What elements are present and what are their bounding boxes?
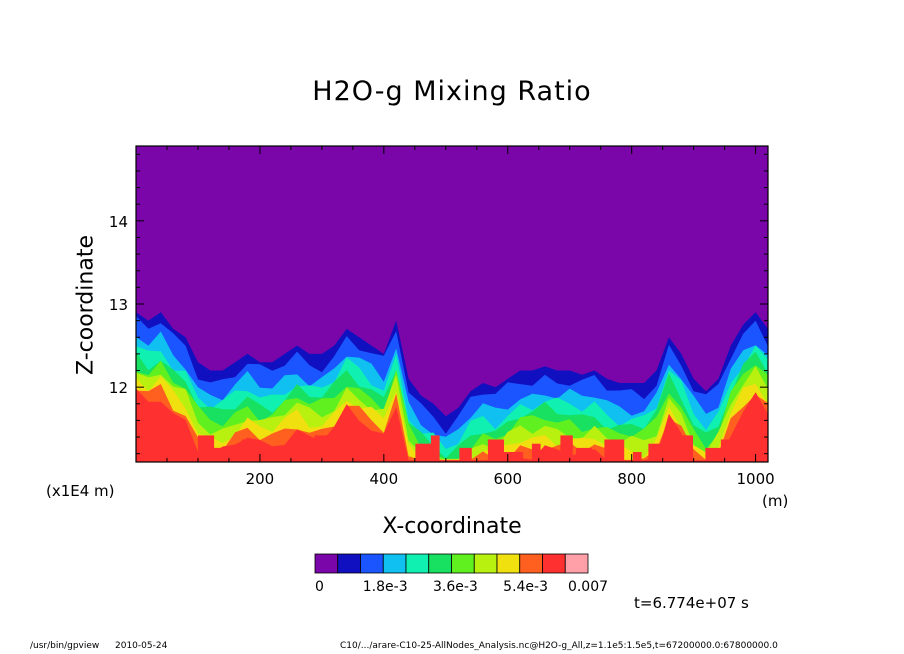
colorbar-swatch [314, 553, 339, 574]
time-annotation: t=6.774e+07 s [634, 594, 749, 612]
contour-cell [415, 443, 436, 462]
contour-cell [560, 435, 573, 462]
colorbar-tick-label: 0.007 [568, 579, 608, 595]
colorbar: 0 1.8e-3 3.6e-3 5.4e-3 0.007 [314, 553, 608, 595]
contour-cell [314, 435, 335, 462]
contour-cell [632, 452, 642, 462]
contour-cell [487, 439, 504, 462]
contour-cell [386, 452, 403, 462]
colorbar-swatch [337, 553, 361, 574]
colorbar-swatch [519, 553, 543, 574]
colorbar-swatch [473, 553, 498, 574]
contour-cell [213, 447, 234, 462]
colorbar-swatch [382, 553, 407, 574]
contour-cell [342, 447, 352, 462]
x-tick-label: 1000 [737, 470, 775, 488]
contour-cell [575, 447, 592, 462]
x-units-note: (m) [762, 492, 789, 510]
contour-cell [430, 435, 440, 462]
footer-data-source: C10/.../arare-C10-25-AllNodes_Analysis.n… [340, 641, 778, 651]
colorbar-swatch [360, 553, 384, 574]
x-tick-label: 800 [617, 470, 646, 488]
contour-cell [270, 452, 283, 462]
contour-cell [459, 447, 472, 462]
contour-cell [503, 452, 524, 462]
contour-cell [242, 439, 251, 462]
contour-cell [705, 447, 726, 462]
colorbar-swatch [405, 553, 430, 574]
colorbar-swatch [564, 553, 589, 574]
contour-cell [676, 435, 693, 462]
colorbar-swatch [451, 553, 475, 574]
contour-cell [285, 443, 302, 462]
x-axis-label: X-coordinate [382, 514, 522, 539]
contour-cell [604, 439, 625, 462]
contour-cell [141, 452, 150, 462]
contour-cell [198, 435, 215, 462]
chart-title: H2O-g Mixing Ratio [312, 76, 592, 107]
contour-cell [720, 439, 730, 462]
footer-program-path: /usr/bin/gpview [30, 641, 100, 651]
contour-cell [531, 443, 541, 462]
mixing-ratio-field [136, 312, 768, 462]
contour-cell [169, 443, 182, 462]
y-tick-label: 13 [109, 296, 128, 314]
colorbar-tick-label: 3.6e-3 [433, 579, 478, 595]
footer-date: 2010-05-24 [115, 641, 168, 651]
y-axis-label: Z-coordinate [73, 235, 99, 375]
y-tick-label: 14 [109, 213, 128, 231]
colorbar-tick-label: 5.4e-3 [503, 579, 548, 595]
y-scale-note: (x1E4 m) [46, 482, 115, 500]
y-tick-label: 12 [109, 379, 128, 397]
colorbar-swatch [496, 553, 521, 574]
contour-cell [358, 439, 371, 462]
x-tick-label: 200 [246, 470, 275, 488]
contour-cell [648, 443, 661, 462]
contour-band-10 [136, 388, 768, 462]
colorbar-tick-label: 0 [315, 579, 324, 595]
colorbar-tick-label: 1.8e-3 [363, 579, 408, 595]
axis-ticks: 200 400 600 800 1000 12 13 14 [109, 146, 775, 488]
colorbar-swatch [428, 553, 452, 574]
x-tick-label: 400 [370, 470, 399, 488]
colorbar-swatch [542, 553, 566, 574]
x-tick-label: 600 [493, 470, 522, 488]
